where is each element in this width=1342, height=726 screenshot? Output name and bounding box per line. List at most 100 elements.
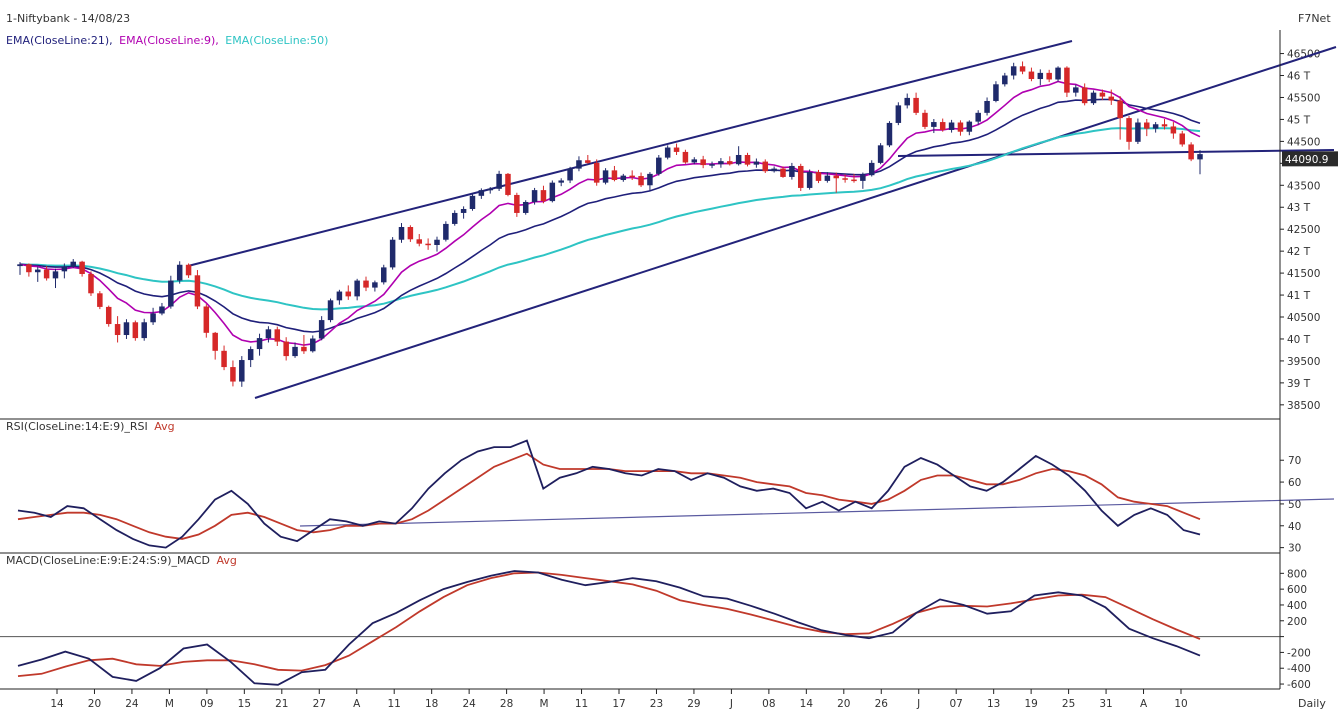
candle-body <box>691 159 698 163</box>
price-tick-label: 42500 <box>1287 224 1320 236</box>
x-tick-label: 11 <box>388 698 401 710</box>
candle <box>425 238 431 250</box>
price-tick-label: 46 T <box>1287 71 1311 83</box>
candle <box>815 169 822 184</box>
x-tick-label: 13 <box>987 698 1000 710</box>
candle-body <box>1046 72 1052 80</box>
candle-body <box>762 161 769 172</box>
candle-body <box>895 105 902 123</box>
candle-body <box>469 195 476 209</box>
ema50-line <box>19 127 1201 311</box>
candle-body <box>966 121 973 132</box>
candle-body <box>709 164 715 166</box>
price-legend: EMA(CloseLine:21), EMA(CloseLine:9), EMA… <box>6 34 328 47</box>
candle <box>1019 61 1026 75</box>
candle <box>514 192 520 217</box>
x-tick-label: A <box>1140 698 1148 710</box>
macd-tick-label: 200 <box>1287 616 1307 628</box>
candle <box>398 223 405 243</box>
candle <box>567 166 573 184</box>
candle <box>798 163 804 191</box>
candle <box>150 307 156 325</box>
rsi-tick-label: 40 <box>1288 521 1301 533</box>
candle-body <box>789 165 795 177</box>
candle-body <box>70 261 76 267</box>
candle <box>114 316 121 343</box>
candle <box>1002 72 1008 87</box>
candle-body <box>1161 124 1168 127</box>
candle <box>673 143 680 155</box>
rsi-panel: 70 60 50 40 30 <box>0 439 1335 555</box>
candle <box>97 291 103 310</box>
x-tick-label: 20 <box>88 698 101 710</box>
candle-body <box>292 346 298 357</box>
candle-body <box>664 147 671 158</box>
rsi-trend-line <box>299 498 1335 527</box>
candle <box>301 335 307 354</box>
candle-body <box>407 227 414 240</box>
candle-body <box>487 188 493 191</box>
candle-body <box>1099 92 1106 97</box>
macd-panel: 800 600 400 200 -200 -400 -600 <box>0 568 1311 691</box>
candle <box>842 174 848 183</box>
candle <box>700 155 706 169</box>
candle-body <box>425 243 431 246</box>
candle <box>176 261 183 284</box>
price-tick-label: 38500 <box>1287 400 1320 412</box>
ema9-line <box>19 80 1201 346</box>
ema21-line <box>19 98 1201 333</box>
price-tick-label: 43 T <box>1287 202 1311 214</box>
candle <box>221 345 227 371</box>
rsi-tick-label: 50 <box>1288 499 1301 511</box>
x-tick-label: 24 <box>125 698 139 710</box>
last-price-label: 44090.9 <box>1285 154 1328 166</box>
candle <box>1197 150 1203 175</box>
price-tick-label: 40 T <box>1287 334 1311 346</box>
candle <box>718 158 724 168</box>
candle-body <box>931 122 937 127</box>
candle-body <box>88 273 94 294</box>
candle <box>123 319 130 339</box>
candle-body <box>176 264 183 281</box>
legend-macd: MACD(CloseLine:E:9:E:24:S:9)_MACD <box>6 554 210 567</box>
candle-body <box>185 264 192 276</box>
candle <box>753 158 760 168</box>
candle <box>585 154 591 164</box>
candle-body <box>354 280 360 297</box>
candle-body <box>26 264 32 273</box>
candle <box>656 154 662 176</box>
candle-body <box>363 280 369 288</box>
x-tick-label: 10 <box>1174 698 1187 710</box>
candle <box>664 145 671 160</box>
candle-body <box>265 329 272 339</box>
legend-rsi-avg: Avg <box>154 420 174 433</box>
x-tick-label: 15 <box>238 698 251 710</box>
candle-body <box>1144 122 1150 129</box>
candle-body <box>1108 96 1115 101</box>
candle <box>975 110 981 125</box>
candle-body <box>647 173 653 186</box>
price-tick-label: 43500 <box>1287 180 1320 192</box>
candle-body <box>43 269 50 279</box>
candle <box>966 120 973 136</box>
candle <box>780 166 786 178</box>
interval-label: Daily <box>1298 697 1326 710</box>
candle <box>549 180 556 203</box>
candle <box>638 172 644 188</box>
candle <box>194 270 201 310</box>
candle <box>1161 118 1168 130</box>
candle <box>79 260 85 277</box>
candle <box>105 305 112 327</box>
candle-body <box>141 322 147 339</box>
candle-body <box>948 122 955 130</box>
candle <box>168 275 174 309</box>
x-tick-label: 27 <box>313 698 326 710</box>
candle <box>70 259 76 268</box>
candle-body <box>744 154 751 165</box>
candle-body <box>629 175 635 178</box>
candle <box>647 172 653 191</box>
x-tick-label: 14 <box>50 698 64 710</box>
x-tick-label: 26 <box>875 698 889 710</box>
candle-body <box>443 223 449 240</box>
